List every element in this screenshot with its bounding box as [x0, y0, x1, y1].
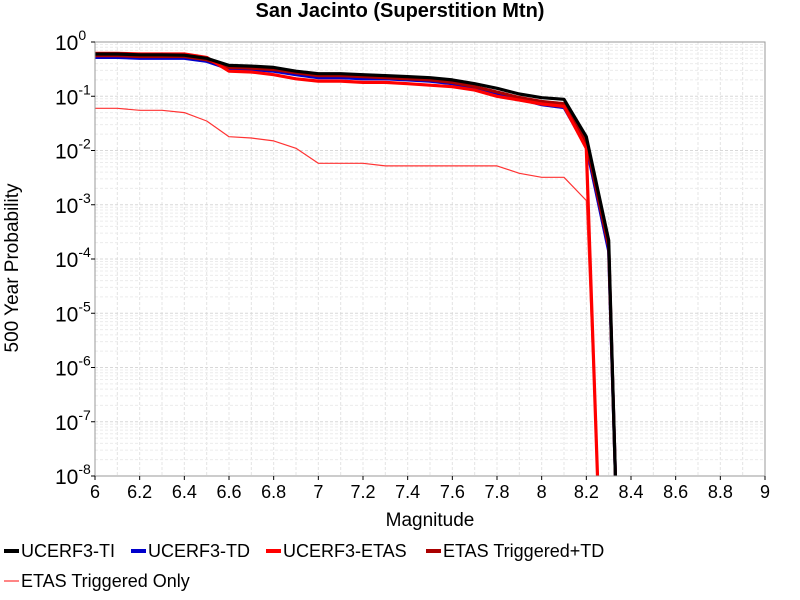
y-tick-exponent: -4: [78, 244, 91, 260]
legend: UCERF3-TI UCERF3-TD UCERF3-ETAS ETAS Trigge…: [4, 541, 604, 591]
y-tick-exponent: 0: [78, 27, 86, 43]
x-tick-label: 8.6: [663, 482, 688, 502]
y-tick-exponent: -8: [78, 461, 91, 477]
y-tick-label: 10-2: [55, 136, 91, 164]
y-tick-base: 10: [55, 466, 78, 489]
x-tick-label: 7.2: [350, 482, 375, 502]
y-tick-base: 10: [55, 249, 78, 272]
x-tick-label: 7.8: [484, 482, 509, 502]
y-tick-label: 100: [55, 27, 86, 55]
y-tick-base: 10: [55, 141, 78, 164]
x-tick-label: 8.4: [618, 482, 643, 502]
y-tick-label: 10-8: [55, 461, 91, 489]
x-tick-label: 7: [313, 482, 323, 502]
x-tick-label: 9: [760, 482, 770, 502]
x-axis-label: Magnitude: [386, 510, 475, 531]
y-tick-label: 10-6: [55, 353, 91, 381]
x-tick-label: 7.6: [440, 482, 465, 502]
series-lines: [95, 51, 617, 476]
series-line-4: [95, 107, 599, 476]
series-line-0: [95, 52, 617, 476]
y-tick-label: 10-5: [55, 298, 91, 326]
legend-label: ETAS Triggered+TD: [443, 541, 604, 561]
y-tick-label: 10-7: [55, 407, 91, 435]
x-tick-label: 6.4: [172, 482, 197, 502]
y-tick-exponent: -5: [78, 298, 91, 314]
x-tick-label: 7.4: [395, 482, 420, 502]
y-tick-exponent: -7: [78, 407, 91, 423]
x-tick-label: 6.8: [261, 482, 286, 502]
series-line-1: [95, 55, 617, 476]
y-tick-exponent: -2: [78, 136, 91, 152]
y-tick-base: 10: [55, 358, 78, 381]
y-tick-base: 10: [55, 303, 78, 326]
x-tick-label: 8.8: [708, 482, 733, 502]
legend-item: UCERF3-ETAS: [266, 541, 407, 561]
y-tick-label: 10-1: [55, 81, 91, 109]
x-tick-label: 8: [537, 482, 547, 502]
grid: [94, 42, 766, 477]
y-tick-base: 10: [55, 412, 78, 435]
series-line-3: [95, 54, 617, 476]
y-tick-exponent: -3: [78, 190, 91, 206]
x-tick-label: 6.6: [216, 482, 241, 502]
y-tick-label: 10-3: [55, 190, 91, 218]
legend-item: UCERF3-TD: [131, 541, 250, 561]
x-tick-label: 8.2: [574, 482, 599, 502]
x-tick-label: 6.2: [127, 482, 152, 502]
chart-title: San Jacinto (Superstition Mtn): [256, 0, 545, 22]
legend-item: ETAS Triggered+TD: [426, 541, 604, 561]
x-tick-label: 6: [90, 482, 100, 502]
y-tick-exponent: -6: [78, 353, 91, 369]
y-tick-base: 10: [55, 86, 78, 109]
y-tick-exponent: -1: [78, 81, 91, 97]
legend-item: UCERF3-TI: [4, 541, 115, 561]
legend-label: UCERF3-TD: [148, 541, 250, 561]
y-tick-base: 10: [55, 32, 78, 55]
legend-label: UCERF3-ETAS: [283, 541, 407, 561]
x-axis-ticks: 6 6.2 6.4 6.6 6.8 7 7.2 7.4 7.6 7.8 8 8.2 8.4 8.6 8.8 9: [90, 476, 770, 502]
legend-label: UCERF3-TI: [21, 541, 115, 561]
y-tick-label: 10-4: [55, 244, 91, 272]
legend-item: ETAS Triggered Only: [4, 571, 190, 591]
y-tick-base: 10: [55, 195, 78, 218]
y-axis-label: 500 Year Probability: [2, 183, 23, 353]
legend-label: ETAS Triggered Only: [21, 571, 190, 591]
